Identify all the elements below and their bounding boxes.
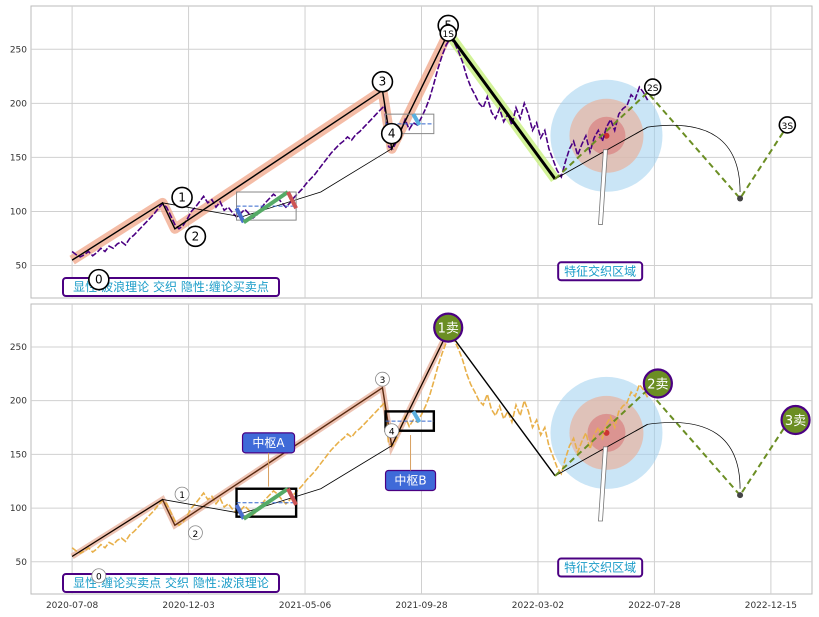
y-tick-label: 50	[16, 558, 28, 568]
y-tick-label: 200	[10, 397, 27, 407]
wave-label-circle	[174, 486, 190, 502]
annotation-box	[557, 557, 644, 578]
wave-label-text: 3	[379, 75, 387, 89]
projection-line	[554, 91, 793, 201]
wave-label-circle	[375, 371, 390, 387]
wave-label-text: 4	[389, 428, 395, 438]
wave-label-text: 1S	[442, 30, 454, 40]
y-tick-label: 100	[10, 207, 27, 217]
x-tick-label: 2022-07-28	[628, 601, 681, 611]
wave-label-circle	[439, 24, 458, 42]
projection-low-point	[737, 492, 744, 499]
stroke-seg	[234, 207, 246, 224]
x-tick-label: 2020-07-08	[46, 601, 99, 611]
wave-label-circle	[91, 568, 107, 584]
stroke-seg	[234, 503, 246, 520]
stroke-seg	[286, 487, 298, 506]
projection-line	[554, 388, 793, 497]
y-tick-label: 250	[10, 343, 27, 353]
projection-arc	[647, 422, 741, 489]
annotation-arrow	[598, 446, 608, 522]
wave-label-circle	[184, 225, 207, 248]
y-tick-label: 150	[10, 153, 27, 163]
x-tick-label: 2020-12-03	[162, 601, 214, 611]
y-tick-label: 150	[10, 450, 27, 460]
wave-label-text: 3S	[782, 122, 794, 132]
stroke-seg	[411, 113, 422, 126]
sell-point-text: 3卖	[785, 414, 806, 429]
wave-label-text: 0	[95, 273, 103, 287]
zhongshu-a-label: 中枢A	[252, 435, 285, 450]
wave-line	[447, 32, 557, 180]
wave-line	[447, 330, 556, 477]
x-tick-label: 2022-12-15	[745, 601, 797, 611]
annotation-arrow	[598, 149, 608, 225]
stroke-seg	[411, 410, 422, 424]
stroke-seg	[286, 191, 298, 210]
sell-point-circle	[433, 312, 464, 343]
wave-label-text: 4	[388, 127, 396, 141]
annotation-text: 特征交织区域	[564, 560, 636, 575]
y-tick-label: 200	[10, 99, 27, 109]
wave-label-circle	[643, 78, 662, 96]
stroke-seg	[242, 190, 290, 224]
legend-box	[62, 573, 280, 593]
wave-label-text: 0	[96, 573, 102, 583]
annotation-text: 特征交织区域	[564, 263, 636, 278]
sell-point-circle	[642, 368, 673, 399]
sell-point-text: 1卖	[438, 322, 459, 337]
x-tick-label: 2022-03-02	[512, 601, 564, 611]
trend-line	[554, 126, 648, 180]
wave-label-text: 2	[192, 229, 200, 243]
projection-arc	[647, 124, 741, 193]
y-tick-label: 50	[16, 262, 28, 272]
x-tick-label: 2021-05-06	[279, 601, 332, 611]
sub-wave-line	[71, 330, 449, 557]
x-tick-label: 2021-09-28	[395, 601, 448, 611]
y-tick-label: 250	[10, 45, 27, 55]
bottom-panel: 50 100 150 200 250 2020-07-08 2020-12-03 2021-0…	[10, 303, 813, 611]
wave-label-text: 2S	[647, 84, 659, 94]
zhongshu-b-label: 中枢B	[394, 472, 426, 487]
wave-label-text: 1	[179, 491, 185, 501]
stroke-seg	[242, 487, 290, 521]
annotation-box	[557, 261, 644, 282]
legend-text: 显性:缠论买卖点 交织 隐性:波浪理论	[73, 575, 269, 590]
feature-zone-center	[603, 132, 610, 139]
projection-low-point	[737, 195, 744, 202]
wave-label-text: 3	[380, 376, 386, 386]
wave-label-circle	[371, 70, 394, 93]
wave-label-text: 1	[178, 190, 186, 204]
wave-label-circle	[188, 525, 203, 541]
price-line	[71, 334, 649, 555]
legend-text: 显性:波浪理论 交织 隐性:缠论买卖点	[73, 279, 269, 294]
price-line	[71, 37, 649, 258]
sell-point-text: 2卖	[647, 377, 668, 392]
wave-label-circle	[171, 186, 193, 209]
wave-label-circle	[778, 116, 797, 134]
wave-label-text: 2	[193, 530, 199, 540]
wave-label-circle	[380, 122, 403, 145]
trend-line	[554, 423, 648, 477]
wave-label-circle	[88, 268, 110, 291]
legend-box	[62, 277, 280, 297]
sell-point-circle	[780, 404, 811, 436]
wave-label-circle	[384, 423, 400, 439]
y-tick-label: 100	[10, 504, 27, 514]
